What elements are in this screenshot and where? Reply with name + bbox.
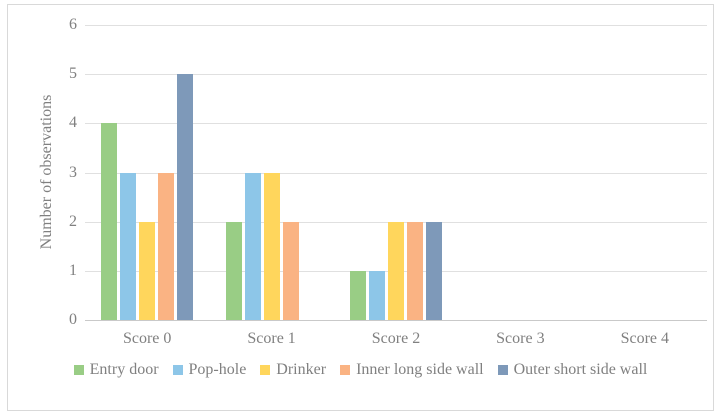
y-tick-label: 6 (69, 16, 77, 33)
bar (139, 221, 156, 320)
bar (101, 123, 118, 320)
legend-item: Outer short side wall (497, 361, 648, 379)
legend-swatch-icon (340, 365, 351, 375)
bar (282, 221, 299, 320)
x-category-label: Score 0 (122, 330, 172, 347)
bar (388, 221, 404, 320)
bar (263, 172, 280, 320)
bar (407, 221, 423, 320)
legend-item: Inner long side wall (340, 361, 484, 379)
bar (158, 172, 175, 320)
legend-swatch-icon (172, 365, 183, 375)
bar (244, 172, 261, 320)
gridline (85, 74, 707, 76)
bar (177, 74, 194, 320)
legend: Entry door Pop-hole Drinker Inner long side… (0, 361, 721, 379)
y-tick-label: 1 (69, 261, 77, 279)
y-tick-label: 0 (69, 311, 77, 328)
gridline (85, 25, 707, 26)
legend-swatch-icon (73, 365, 84, 375)
legend-swatch-icon (497, 365, 508, 375)
gridline (85, 320, 707, 321)
bar (350, 270, 366, 320)
plot-area (85, 25, 707, 321)
x-category-label: Score 3 (496, 330, 545, 347)
bar (426, 221, 442, 320)
y-tick-label: 2 (69, 212, 77, 230)
legend-label: Outer short side wall (513, 361, 648, 378)
legend-label: Pop-hole (188, 361, 247, 378)
x-category-label: Score 2 (371, 330, 421, 347)
legend-item: Drinker (260, 361, 326, 379)
legend-label: Entry door (89, 361, 159, 378)
y-tick-label: 5 (69, 65, 77, 83)
bar (225, 221, 242, 320)
bar (369, 270, 385, 320)
legend-label: Inner long side wall (356, 361, 484, 378)
legend-item: Pop-hole (172, 361, 247, 379)
legend-swatch-icon (260, 365, 271, 375)
gridline (85, 123, 707, 125)
x-category-label: Score 1 (247, 330, 296, 347)
y-tick-label: 4 (69, 114, 77, 132)
y-tick-label: 3 (69, 163, 77, 181)
gridline (85, 172, 707, 174)
legend-item: Entry door (73, 361, 159, 379)
x-category-label: Score 4 (620, 330, 669, 347)
bar (120, 172, 137, 320)
legend-label: Drinker (276, 361, 327, 378)
